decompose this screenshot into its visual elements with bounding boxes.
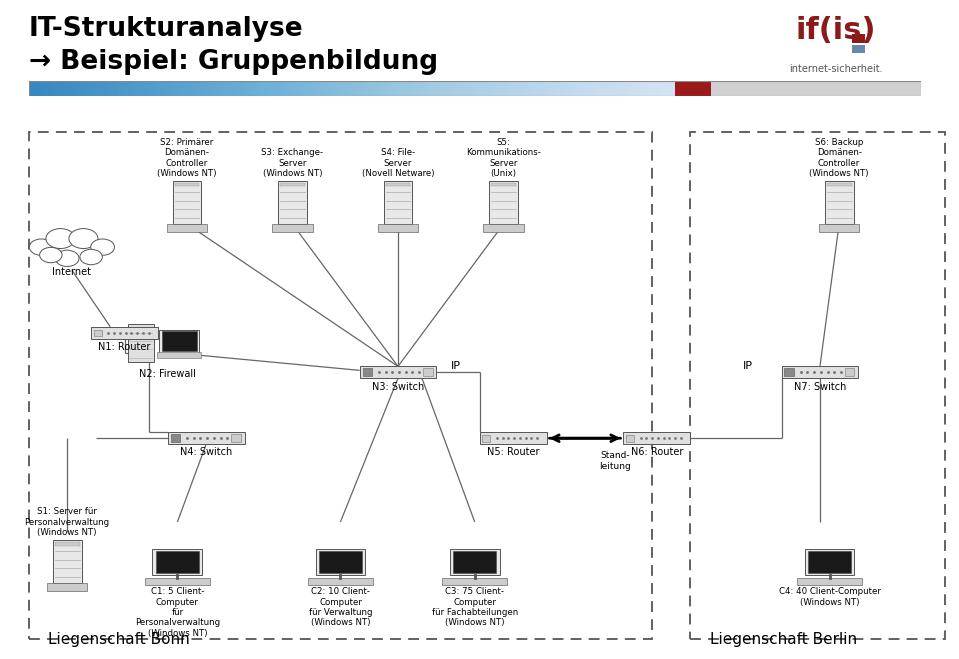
Text: if(is): if(is) (796, 16, 876, 45)
Text: S6: Backup
Domänen-
Controller
(Windows NT): S6: Backup Domänen- Controller (Windows … (809, 138, 869, 178)
Text: S1: Server für
Personalverwaltung
(Windows NT): S1: Server für Personalverwaltung (Windo… (25, 507, 109, 537)
FancyBboxPatch shape (360, 366, 436, 378)
FancyBboxPatch shape (231, 434, 241, 442)
FancyBboxPatch shape (47, 583, 87, 591)
FancyBboxPatch shape (480, 432, 547, 444)
Text: C3: 75 Client-
Computer
für Fachabteilungen
(Windows NT): C3: 75 Client- Computer für Fachabteilun… (432, 587, 518, 627)
Text: S4: File-
Server
(Novell Netware): S4: File- Server (Novell Netware) (362, 148, 434, 178)
FancyBboxPatch shape (491, 183, 516, 186)
FancyBboxPatch shape (272, 224, 313, 232)
Circle shape (91, 239, 114, 255)
Text: Internet: Internet (53, 267, 91, 277)
FancyBboxPatch shape (825, 181, 854, 224)
FancyBboxPatch shape (782, 366, 858, 378)
Text: C4: 40 Client-Computer
(Windows NT): C4: 40 Client-Computer (Windows NT) (779, 587, 880, 606)
Circle shape (69, 229, 98, 248)
FancyBboxPatch shape (853, 34, 865, 42)
Circle shape (46, 229, 75, 248)
Circle shape (56, 250, 79, 266)
Text: IT-Strukturanalyse: IT-Strukturanalyse (29, 16, 303, 42)
Text: N2: Firewall: N2: Firewall (139, 369, 197, 379)
Bar (690, 132, 945, 639)
FancyBboxPatch shape (623, 432, 690, 444)
Text: N3: Switch: N3: Switch (372, 382, 424, 391)
FancyBboxPatch shape (853, 45, 865, 53)
FancyBboxPatch shape (784, 368, 794, 376)
Text: C2: 10 Client-
Computer
für Verwaltung
(Windows NT): C2: 10 Client- Computer für Verwaltung (… (309, 587, 372, 627)
FancyBboxPatch shape (91, 327, 158, 339)
FancyBboxPatch shape (128, 324, 154, 362)
Text: Liegenschaft Berlin: Liegenschaft Berlin (710, 632, 856, 647)
FancyBboxPatch shape (157, 352, 201, 358)
Circle shape (80, 249, 103, 265)
Circle shape (39, 247, 62, 263)
FancyBboxPatch shape (363, 368, 372, 376)
FancyBboxPatch shape (386, 183, 410, 186)
FancyBboxPatch shape (53, 540, 82, 583)
Text: N5: Router: N5: Router (487, 447, 539, 457)
FancyBboxPatch shape (308, 578, 373, 585)
FancyBboxPatch shape (318, 551, 362, 573)
FancyBboxPatch shape (175, 183, 199, 186)
FancyBboxPatch shape (489, 181, 518, 224)
FancyBboxPatch shape (316, 549, 365, 575)
FancyBboxPatch shape (280, 183, 305, 186)
Text: internet-sicherheit.: internet-sicherheit. (789, 65, 882, 74)
Text: IP: IP (743, 360, 753, 371)
FancyBboxPatch shape (55, 542, 80, 546)
Text: IP: IP (451, 360, 460, 371)
FancyBboxPatch shape (423, 368, 433, 376)
FancyBboxPatch shape (442, 578, 507, 585)
Text: N7: Switch: N7: Switch (794, 382, 846, 391)
FancyBboxPatch shape (94, 330, 102, 336)
Text: S3: Exchange-
Server
(Windows NT): S3: Exchange- Server (Windows NT) (262, 148, 323, 178)
FancyBboxPatch shape (483, 224, 524, 232)
Text: N4: Switch: N4: Switch (180, 447, 232, 457)
Text: C1: 5 Client-
Computer
für
Personalverwaltung
(Windows NT): C1: 5 Client- Computer für Personalverwa… (135, 587, 220, 638)
FancyBboxPatch shape (378, 224, 418, 232)
FancyBboxPatch shape (159, 330, 199, 353)
Text: N6: Router: N6: Router (631, 447, 683, 457)
FancyBboxPatch shape (675, 81, 711, 96)
Bar (29, 132, 652, 639)
FancyBboxPatch shape (454, 551, 497, 573)
FancyBboxPatch shape (845, 368, 854, 376)
FancyBboxPatch shape (819, 224, 859, 232)
Text: Liegenschaft Bonn: Liegenschaft Bonn (48, 632, 190, 647)
FancyBboxPatch shape (173, 181, 201, 224)
FancyBboxPatch shape (168, 432, 245, 444)
FancyBboxPatch shape (384, 181, 412, 224)
FancyBboxPatch shape (145, 578, 210, 585)
FancyBboxPatch shape (152, 549, 202, 575)
Text: S5:
Kommunikations-
Server
(Unix): S5: Kommunikations- Server (Unix) (466, 138, 541, 178)
FancyBboxPatch shape (805, 549, 854, 575)
FancyBboxPatch shape (167, 224, 207, 232)
FancyBboxPatch shape (797, 578, 862, 585)
Text: Stand-
leitung: Stand- leitung (599, 451, 631, 471)
Text: → Beispiel: Gruppenbildung: → Beispiel: Gruppenbildung (29, 49, 438, 75)
FancyBboxPatch shape (155, 551, 199, 573)
FancyBboxPatch shape (807, 551, 852, 573)
FancyBboxPatch shape (162, 331, 197, 351)
FancyBboxPatch shape (482, 435, 490, 442)
Text: S2: Primärer
Domänen-
Controller
(Windows NT): S2: Primärer Domänen- Controller (Window… (157, 138, 217, 178)
Circle shape (30, 239, 53, 255)
FancyBboxPatch shape (171, 434, 180, 442)
FancyBboxPatch shape (278, 181, 307, 224)
FancyBboxPatch shape (827, 183, 852, 186)
FancyBboxPatch shape (711, 81, 921, 96)
FancyBboxPatch shape (626, 435, 634, 442)
FancyBboxPatch shape (450, 549, 500, 575)
Text: N1: Router: N1: Router (99, 342, 151, 352)
